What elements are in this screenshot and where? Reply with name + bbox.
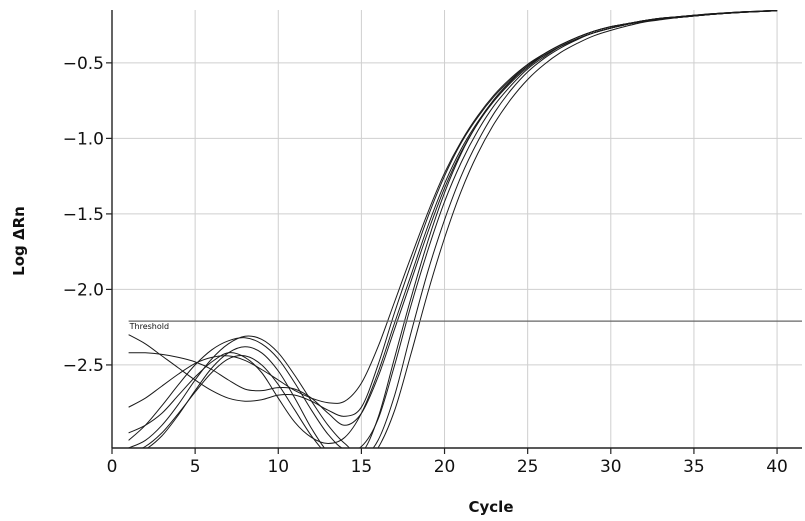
gridlines	[111, 10, 802, 448]
x-tick-label: 40	[766, 457, 788, 477]
y-tick-label: −2.0	[63, 280, 104, 300]
y-axis-title: Log ΔRn	[10, 206, 28, 276]
y-tick-label: −0.5	[63, 54, 104, 74]
y-tick-label: −2.5	[63, 356, 104, 376]
y-tick-label: −1.5	[63, 205, 104, 225]
threshold-label: Threshold	[129, 322, 169, 331]
series-group	[128, 10, 778, 448]
x-tick-label: 5	[190, 457, 201, 477]
x-tick-label: 25	[517, 457, 539, 477]
x-tick-label: 15	[351, 457, 373, 477]
x-tick-label: 30	[600, 457, 622, 477]
x-tick-label: 10	[267, 457, 289, 477]
x-tick-label: 35	[683, 457, 705, 477]
x-tick-label: 0	[107, 457, 118, 477]
x-tick-label: 20	[434, 457, 456, 477]
axis-labels: 0 5 10 15 20 25 30 35 40 −2.5 −2.0 −1.5 −1.0 −0.5 Cycl…	[10, 54, 788, 516]
x-axis-title: Cycle	[469, 498, 514, 516]
threshold-group: Threshold	[128, 320, 802, 331]
y-tick-label: −1.0	[63, 129, 104, 149]
axes	[106, 10, 802, 454]
series-line-4	[128, 10, 778, 448]
series-line-8	[141, 10, 778, 448]
